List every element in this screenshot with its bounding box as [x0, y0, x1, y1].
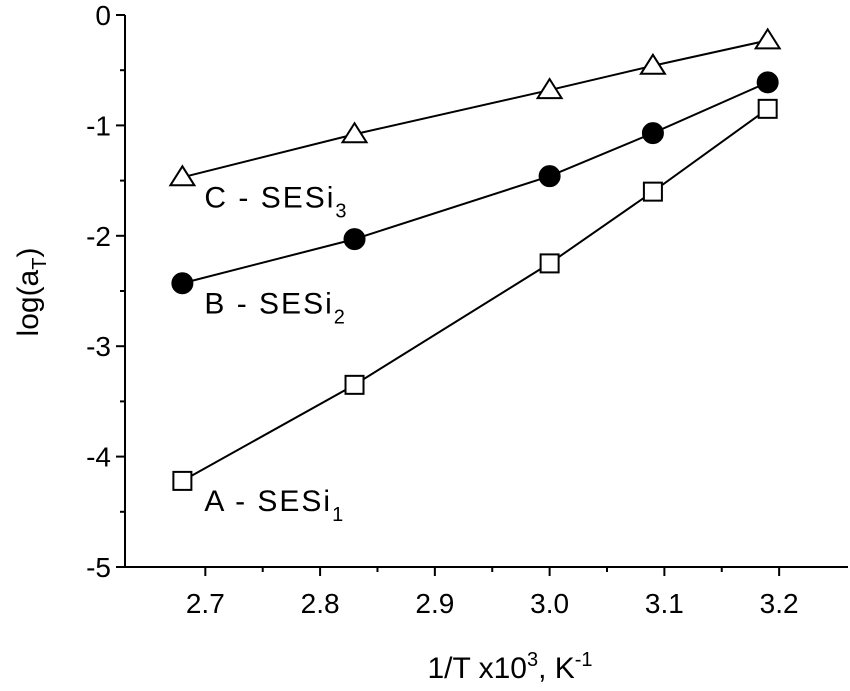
circle-marker — [343, 228, 366, 251]
series-label: A - SESi1 — [204, 485, 345, 526]
x-tick-label: 2.9 — [415, 588, 454, 619]
series-label-main: A - SESi — [204, 485, 332, 518]
y-axis-title: log(aT) — [12, 248, 51, 337]
circle-marker — [171, 272, 194, 295]
series-2: B - SESi2 — [171, 71, 779, 328]
y-tick-label: -1 — [86, 110, 111, 141]
y-tick-label: -5 — [86, 552, 111, 583]
triangle-marker — [168, 164, 197, 187]
square-marker — [172, 470, 193, 491]
circle-marker — [756, 71, 779, 94]
series-label: C - SESi3 — [204, 181, 348, 222]
x-axis-title-sup: 3 — [527, 649, 538, 671]
series-group: A - SESi1 B - SESi2 C - SESi3 — [168, 27, 782, 526]
x-tick-label: 2.7 — [186, 588, 225, 619]
x-axis-title-sep: , K — [538, 652, 575, 685]
triangle-marker — [753, 27, 782, 50]
y-tick-label: -3 — [86, 331, 111, 362]
triangle-marker — [535, 77, 564, 100]
square-marker — [757, 98, 778, 119]
series-label-sub: 1 — [332, 504, 345, 526]
series-1: A - SESi1 — [172, 98, 778, 526]
y-tick-label: -2 — [86, 221, 111, 252]
y-tick-label: -4 — [86, 442, 111, 473]
x-axis-title-main: 1/T x10 — [427, 652, 527, 685]
series-label-sub: 2 — [334, 306, 347, 328]
x-tick-label: 3.0 — [530, 588, 569, 619]
x-tick-label: 3.2 — [760, 588, 799, 619]
y-axis-title-sub: T — [29, 258, 51, 270]
series-label-main: B - SESi — [204, 287, 333, 320]
series-label: B - SESi2 — [204, 287, 347, 328]
series-line — [182, 39, 768, 179]
triangle-marker — [340, 121, 369, 144]
circle-marker — [538, 165, 561, 188]
square-marker — [344, 374, 365, 395]
series-label-main: C - SESi — [204, 181, 335, 214]
square-marker — [642, 181, 663, 202]
y-axis-title-main: log(a — [12, 269, 45, 336]
series-label-sub: 3 — [335, 200, 348, 222]
x-tick-label: 3.1 — [645, 588, 684, 619]
x-axis-title-sup2: -1 — [575, 649, 593, 671]
series-3: C - SESi3 — [168, 27, 782, 222]
y-tick-label: 0 — [95, 0, 111, 31]
square-marker — [539, 253, 560, 274]
x-axis-title: 1/T x103, K-1 — [427, 649, 592, 685]
y-axis-title-end: ) — [12, 248, 45, 258]
ticks: 2.7 2.8 2.9 3.0 3.1 3.2 0 -1 -2 -3 -4 -5 — [86, 0, 799, 619]
circle-marker — [641, 122, 664, 145]
x-tick-label: 2.8 — [301, 588, 340, 619]
triangle-marker — [639, 52, 667, 75]
